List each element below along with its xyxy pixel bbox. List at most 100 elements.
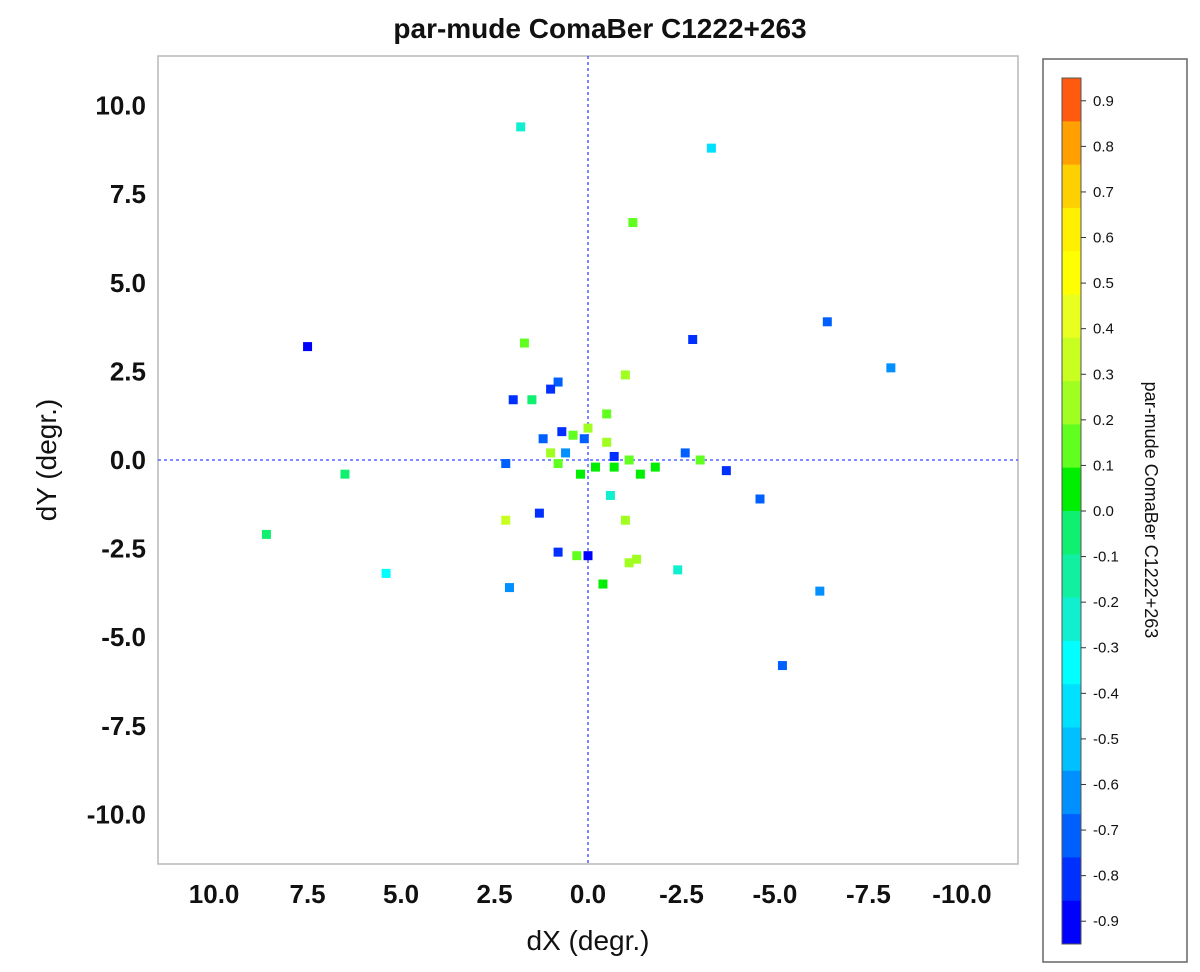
data-point [516, 122, 526, 132]
colorbar-frame [1042, 58, 1188, 963]
data-point [688, 335, 698, 345]
colorbar-label: par-mude ComaBer C1222+263 [1141, 382, 1161, 639]
colorbar: 0.9 0.8 0.7 0.6 0.5 0.4 0.3 0.2 0.1 0.0 -0.1 -0.2 -0… [1042, 58, 1188, 963]
colorbar-band [1062, 207, 1081, 252]
colorbar-band [1062, 900, 1081, 945]
data-point [598, 579, 608, 589]
data-point [381, 568, 391, 578]
colorbar-tick-label: 0.7 [1093, 184, 1114, 201]
data-point [822, 317, 832, 327]
colorbar-band [1062, 337, 1081, 382]
colorbar-band [1062, 121, 1081, 166]
data-point [590, 462, 600, 472]
colorbar-tick-label: 0.0 [1093, 503, 1114, 520]
y-tick-label: 2.5 [110, 356, 146, 386]
data-point [527, 395, 537, 405]
data-point [609, 451, 619, 461]
data-points [261, 122, 896, 671]
colorbar-tick-label: 0.5 [1093, 275, 1114, 292]
x-tick-label: 0.0 [570, 879, 606, 909]
data-point [815, 586, 825, 596]
colorbar-band [1062, 511, 1081, 555]
data-point [602, 409, 612, 419]
data-point [508, 395, 518, 405]
chart-title: par-mude ComaBer C1222+263 [393, 13, 806, 44]
colorbar-ticks: 0.9 0.8 0.7 0.6 0.5 0.4 0.3 0.2 0.1 0.0 -0.1 -0.2 -0… [1081, 93, 1119, 930]
data-point [538, 434, 548, 444]
data-point [609, 462, 619, 472]
y-tick-label: 7.5 [110, 179, 146, 209]
colorbar-band [1062, 640, 1081, 685]
data-point [576, 469, 586, 479]
colorbar-band [1062, 467, 1081, 512]
x-tick-label: 5.0 [383, 879, 419, 909]
data-point [553, 547, 563, 557]
colorbar-band [1062, 424, 1081, 469]
data-point [620, 515, 630, 525]
x-tick-label: 10.0 [189, 879, 240, 909]
colorbar-band [1062, 294, 1081, 339]
colorbar-band [1062, 770, 1081, 815]
x-tick-label: -10.0 [932, 879, 991, 909]
data-point [553, 459, 563, 469]
data-point [605, 490, 615, 500]
colorbar-tick-label: -0.8 [1093, 868, 1119, 885]
data-point [620, 370, 630, 380]
data-point [695, 455, 705, 465]
data-point [561, 448, 571, 458]
data-point [673, 565, 683, 575]
colorbar-band [1062, 78, 1081, 122]
data-point [650, 462, 660, 472]
y-tick-label: -5.0 [101, 622, 146, 652]
colorbar-band [1062, 814, 1081, 858]
colorbar-band [1062, 727, 1081, 772]
colorbar-tick-label: -0.1 [1093, 549, 1119, 566]
x-tick-label: -5.0 [753, 879, 798, 909]
colorbar-band [1062, 164, 1081, 209]
data-point [721, 466, 731, 476]
data-point [501, 459, 511, 469]
colorbar-tick-label: -0.6 [1093, 776, 1119, 793]
data-point [534, 508, 544, 518]
x-tick-label: 2.5 [476, 879, 512, 909]
data-point [624, 455, 634, 465]
data-point [624, 558, 634, 568]
y-tick-label: -10.0 [87, 799, 146, 829]
y-axis-ticks: 10.0 7.5 5.0 2.5 0.0 -2.5 -5.0 -7.5 -10.0 [87, 91, 146, 830]
y-tick-label: 10.0 [95, 91, 146, 121]
y-tick-label: 5.0 [110, 268, 146, 298]
data-point [546, 384, 556, 394]
x-axis-ticks: 10.0 7.5 5.0 2.5 0.0 -2.5 -5.0 -7.5 -10.0 [189, 879, 992, 909]
data-point [568, 430, 578, 440]
data-point [635, 469, 645, 479]
data-point [572, 551, 582, 561]
x-tick-label: -2.5 [659, 879, 704, 909]
data-point [583, 423, 593, 433]
colorbar-tick-label: -0.9 [1093, 913, 1119, 930]
data-point [777, 661, 787, 671]
y-tick-label: -2.5 [101, 534, 146, 564]
colorbar-tick-label: -0.7 [1093, 822, 1119, 839]
data-point [628, 218, 638, 228]
data-point [501, 515, 511, 525]
colorbar-band [1062, 251, 1081, 295]
colorbar-tick-label: 0.8 [1093, 138, 1114, 155]
data-point [340, 469, 350, 479]
data-point [261, 529, 271, 539]
colorbar-tick-label: -0.2 [1093, 594, 1119, 611]
data-point [886, 363, 896, 373]
colorbar-tick-label: 0.4 [1093, 321, 1114, 338]
data-point [680, 448, 690, 458]
y-tick-label: 0.0 [110, 445, 146, 475]
colorbar-band [1062, 554, 1081, 599]
colorbar-tick-label: 0.6 [1093, 230, 1114, 247]
x-tick-label: 7.5 [289, 879, 325, 909]
colorbar-bands [1062, 78, 1081, 945]
colorbar-band [1062, 857, 1081, 902]
data-point [706, 143, 716, 153]
x-tick-label: -7.5 [846, 879, 891, 909]
data-point [557, 427, 567, 437]
data-point [546, 448, 556, 458]
data-point [303, 342, 313, 352]
